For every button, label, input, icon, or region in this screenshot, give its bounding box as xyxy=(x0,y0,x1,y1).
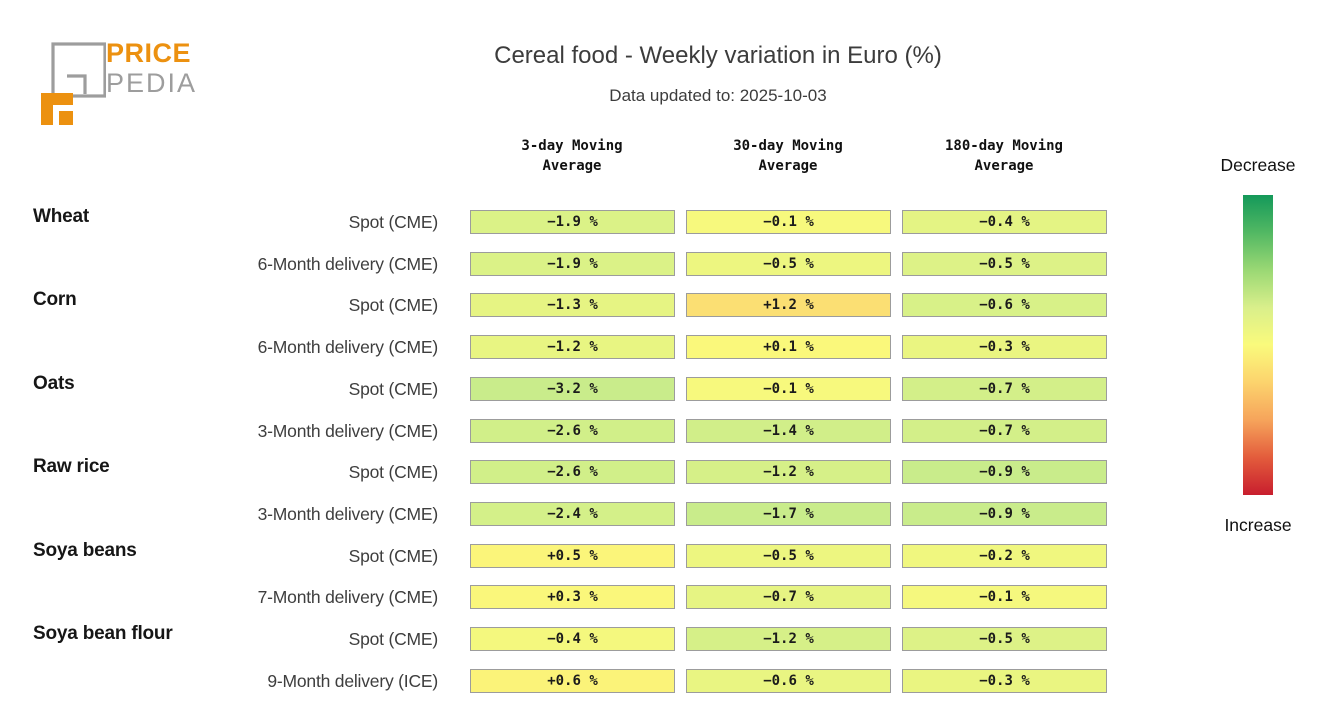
heat-cell: −1.2 % xyxy=(686,460,891,484)
heat-cell: −1.9 % xyxy=(470,252,675,276)
brand-price-text: PRICE xyxy=(106,38,192,68)
heat-cell: +0.6 % xyxy=(470,669,675,693)
heat-cell: −2.6 % xyxy=(470,419,675,443)
legend-decrease-label: Decrease xyxy=(1220,155,1296,175)
instrument-label: Spot (CME) xyxy=(348,212,439,232)
heat-cell: +1.2 % xyxy=(686,293,891,317)
legend-gradient-bar xyxy=(1243,195,1273,495)
column-header-180day: 180-day Moving Average xyxy=(944,138,1063,175)
heat-cell: +0.1 % xyxy=(686,335,891,359)
instrument-label: Spot (CME) xyxy=(348,379,439,399)
pricepedia-logo-icon xyxy=(41,42,106,125)
heat-cell: −1.2 % xyxy=(686,627,891,651)
commodity-label: Soya beans xyxy=(33,540,137,561)
heat-cell: −0.5 % xyxy=(686,252,891,276)
heat-cell: −0.5 % xyxy=(902,627,1107,651)
heat-cell: −1.2 % xyxy=(470,335,675,359)
chart-subtitle: Data updated to: 2025-10-03 xyxy=(609,86,827,105)
heat-cell: −0.7 % xyxy=(902,419,1107,443)
pricepedia-logo: PRICE PEDIA xyxy=(40,36,290,126)
instrument-label: 9-Month delivery (ICE) xyxy=(267,671,438,691)
instrument-label: 3-Month delivery (CME) xyxy=(257,504,439,524)
heat-cell: −0.7 % xyxy=(686,585,891,609)
heat-cell: −0.9 % xyxy=(902,460,1107,484)
chart-title: Cereal food - Weekly variation in Euro (… xyxy=(494,42,942,69)
heat-cell: −2.4 % xyxy=(470,502,675,526)
instrument-label: Spot (CME) xyxy=(348,295,439,315)
heat-cell: −0.2 % xyxy=(902,544,1107,568)
instrument-label: 6-Month delivery (CME) xyxy=(257,337,439,357)
heat-cell: −0.3 % xyxy=(902,335,1107,359)
heat-cell: −0.4 % xyxy=(470,627,675,651)
heat-cell: −0.6 % xyxy=(686,669,891,693)
instrument-label: Spot (CME) xyxy=(348,462,439,482)
commodity-label: Oats xyxy=(33,373,75,394)
heat-cell: −0.1 % xyxy=(686,210,891,234)
heat-cell: −0.1 % xyxy=(902,585,1107,609)
heat-cell: +0.3 % xyxy=(470,585,675,609)
legend-increase-label: Increase xyxy=(1224,515,1292,535)
heat-cell: −1.3 % xyxy=(470,293,675,317)
commodity-label: Raw rice xyxy=(33,456,110,477)
column-header-30day: 30-day Moving Average xyxy=(733,138,843,175)
heat-cell: −3.2 % xyxy=(470,377,675,401)
brand-pedia-text: PEDIA xyxy=(106,68,198,98)
instrument-label: 6-Month delivery (CME) xyxy=(257,254,439,274)
heat-cell: −0.9 % xyxy=(902,502,1107,526)
heat-cell: −1.4 % xyxy=(686,419,891,443)
heat-cell: +0.5 % xyxy=(470,544,675,568)
instrument-label: 7-Month delivery (CME) xyxy=(257,587,439,607)
commodity-label: Wheat xyxy=(33,206,90,227)
heat-cell: −0.4 % xyxy=(902,210,1107,234)
heat-cell: −0.5 % xyxy=(686,544,891,568)
instrument-label: Spot (CME) xyxy=(348,629,439,649)
heat-cell: −1.7 % xyxy=(686,502,891,526)
heat-cell: −0.1 % xyxy=(686,377,891,401)
heat-cell: −1.9 % xyxy=(470,210,675,234)
commodity-label: Soya bean flour xyxy=(33,623,173,644)
commodity-label: Corn xyxy=(33,289,77,310)
column-header-3day: 3-day Moving Average xyxy=(521,138,623,175)
heat-cell: −2.6 % xyxy=(470,460,675,484)
heat-cell: −0.6 % xyxy=(902,293,1107,317)
heat-cell: −0.7 % xyxy=(902,377,1107,401)
instrument-label: Spot (CME) xyxy=(348,546,439,566)
pricepedia-wordmark: PRICE PEDIA xyxy=(106,40,197,97)
instrument-label: 3-Month delivery (CME) xyxy=(257,421,439,441)
heat-cell: −0.5 % xyxy=(902,252,1107,276)
heat-cell: −0.3 % xyxy=(902,669,1107,693)
